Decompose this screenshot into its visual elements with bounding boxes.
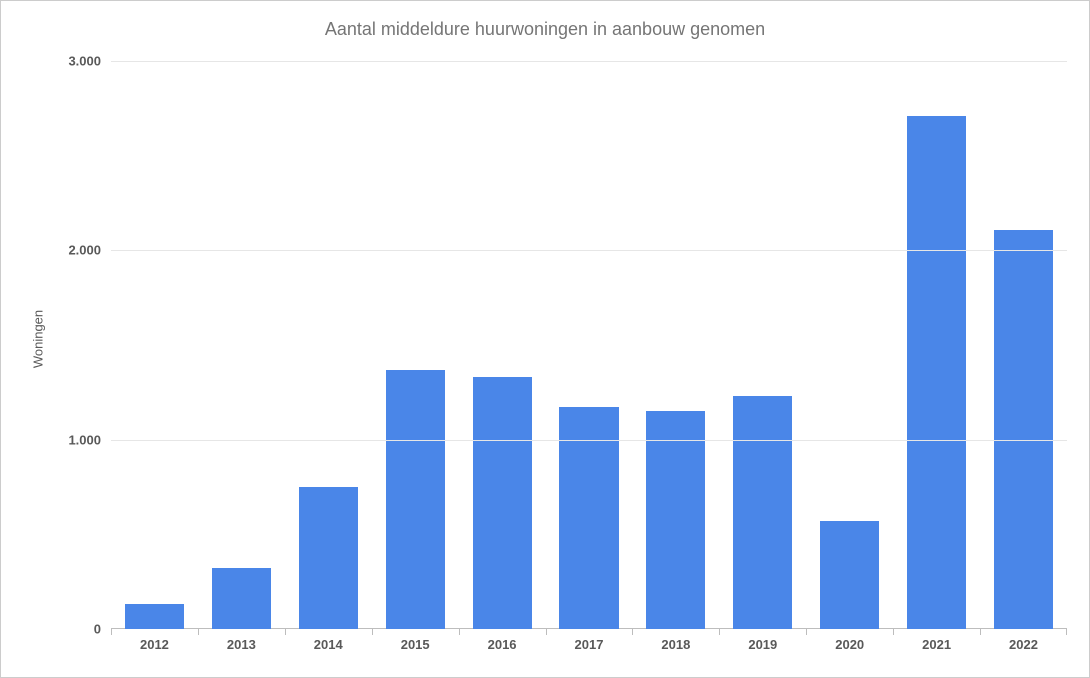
x-tick-separator [546,629,547,635]
x-tick-separator [719,629,720,635]
bar [994,230,1053,629]
bar-slot: 2020 [806,61,893,629]
x-tick-separator [980,629,981,635]
x-tick-label: 2020 [835,629,864,652]
x-tick-label: 2017 [575,629,604,652]
bar-slot: 2021 [893,61,980,629]
x-tick-label: 2016 [488,629,517,652]
bar-slot: 2012 [111,61,198,629]
x-tick-label: 2012 [140,629,169,652]
y-tick-label: 0 [94,622,111,637]
x-tick-separator [806,629,807,635]
bar [559,407,618,629]
x-tick-separator [372,629,373,635]
bar [646,411,705,629]
grid-line [111,250,1067,251]
x-tick-separator [285,629,286,635]
x-tick-label: 2021 [922,629,951,652]
bar-slot: 2017 [546,61,633,629]
bar-slot: 2014 [285,61,372,629]
x-tick-label: 2014 [314,629,343,652]
bar [212,568,271,629]
x-tick-separator [1066,629,1067,635]
bar-slot: 2019 [719,61,806,629]
bar-slot: 2015 [372,61,459,629]
bar [473,377,532,629]
grid-line [111,440,1067,441]
y-tick-label: 1.000 [68,432,111,447]
bars-row: 2012201320142015201620172018201920202021… [111,61,1067,629]
bar-slot: 2013 [198,61,285,629]
bar-slot: 2018 [632,61,719,629]
x-tick-label: 2015 [401,629,430,652]
grid-line [111,61,1067,62]
x-tick-separator [459,629,460,635]
x-tick-label: 2022 [1009,629,1038,652]
y-axis-label: Woningen [31,310,46,368]
x-tick-separator [893,629,894,635]
bar [820,521,879,629]
x-tick-separator [198,629,199,635]
chart-title: Aantal middeldure huurwoningen in aanbou… [1,19,1089,40]
x-tick-label: 2013 [227,629,256,652]
bar [907,116,966,629]
plot-area: 2012201320142015201620172018201920202021… [111,61,1067,629]
chart-frame: Aantal middeldure huurwoningen in aanbou… [0,0,1090,678]
x-tick-separator [111,629,112,635]
y-tick-label: 3.000 [68,54,111,69]
x-tick-separator [632,629,633,635]
bar [386,370,445,629]
x-tick-label: 2018 [661,629,690,652]
bar [299,487,358,629]
y-tick-label: 2.000 [68,243,111,258]
bar-slot: 2016 [459,61,546,629]
bar-slot: 2022 [980,61,1067,629]
bar [733,396,792,629]
x-tick-label: 2019 [748,629,777,652]
bar [125,604,184,629]
